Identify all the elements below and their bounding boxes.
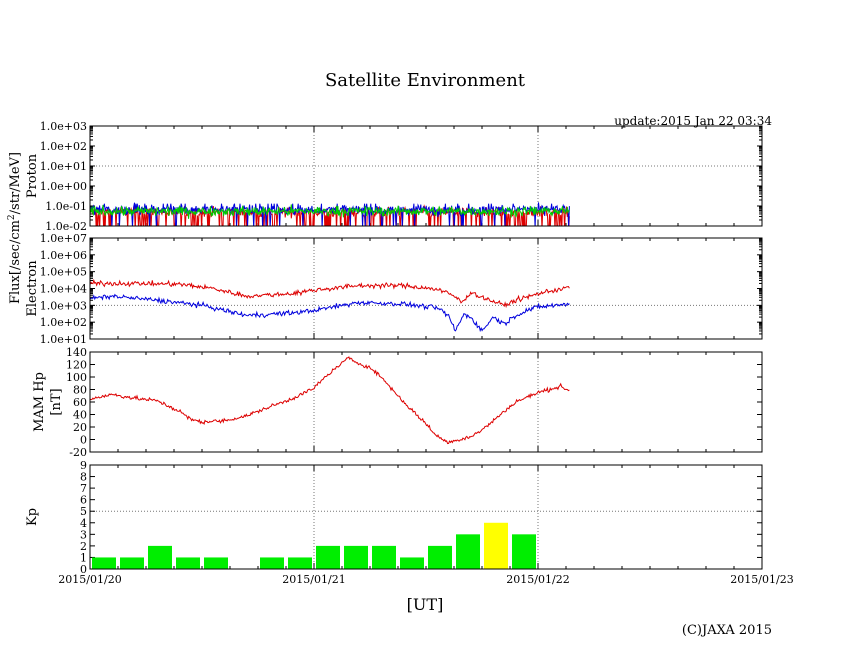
y-tick-label: 1.0e+07 <box>40 232 87 245</box>
proton-axis-label: Proton <box>25 153 40 198</box>
hp-series-red <box>90 356 570 445</box>
chart-title: Satellite Environment <box>325 70 526 91</box>
flux-axis-label: Flux[/sec/cm2/str/MeV] <box>7 152 23 304</box>
x-tick-label: 2015/01/23 <box>730 573 793 586</box>
x-axis-label: [UT] <box>407 595 444 614</box>
kp-bar <box>120 557 144 569</box>
y-tick-label: 140 <box>66 346 87 359</box>
electron-data <box>90 278 570 333</box>
x-tick-label: 2015/01/22 <box>506 573 569 586</box>
y-tick-label: 60 <box>73 396 87 409</box>
y-tick-label: 5 <box>80 505 87 518</box>
copyright: (C)JAXA 2015 <box>682 623 772 638</box>
y-tick-label: 1.0e+01 <box>40 333 87 346</box>
kp-bar <box>316 545 340 569</box>
panels: 1.0e-021.0e-011.0e+001.0e+011.0e+021.0e+… <box>25 120 794 586</box>
y-tick-label: 4 <box>80 517 87 530</box>
electron-series-red <box>90 278 570 309</box>
flux-label-superscript: 2 <box>7 214 17 220</box>
y-tick-label: 8 <box>80 471 87 484</box>
panel-proton: 1.0e-02 1.0e-01 1.0e+00 1.0e+01 1.0e+02 1.0e+… <box>25 120 763 233</box>
y-tick-label: 1 <box>80 551 87 564</box>
kp-bar <box>484 522 508 569</box>
proton-data <box>90 202 570 226</box>
y-tick-label: 1.0e+06 <box>40 249 87 262</box>
y-tick-label: 1.0e+03 <box>40 120 87 133</box>
kp-data <box>92 522 536 569</box>
kp-bar <box>400 557 424 569</box>
hp-axis-label: MAM Hp <box>32 372 47 432</box>
electron-series-blue <box>90 293 570 333</box>
kp-bar <box>148 545 172 569</box>
electron-axis-label: Electron <box>25 260 40 317</box>
x-tick-label: 2015/01/20 <box>58 573 121 586</box>
y-tick-label: 1.0e+01 <box>40 160 87 173</box>
kp-bar <box>456 534 480 569</box>
y-tick-label: 1.0e+02 <box>40 140 87 153</box>
y-tick-label: 1.0e+02 <box>40 316 87 329</box>
panel-frame <box>89 237 763 340</box>
proton-series-green <box>90 204 570 219</box>
y-tick-label: 1.0e+00 <box>40 180 87 193</box>
hp-data <box>90 356 570 445</box>
y-tick-label: 1.0e+03 <box>40 299 87 312</box>
panel-electron: 1.0e+01 1.0e+02 1.0e+03 1.0e+04 1.0e+05 1.0e+… <box>25 232 763 346</box>
kp-bar <box>344 545 368 569</box>
kp-bar <box>260 557 284 569</box>
flux-label-prefix: Flux[/sec/cm <box>8 220 23 304</box>
y-tick-label: 40 <box>73 409 87 422</box>
y-tick-label: 1.0e+04 <box>40 283 87 296</box>
y-tick-label: 7 <box>80 482 87 495</box>
y-tick-label: 80 <box>73 384 87 397</box>
kp-bar <box>204 557 228 569</box>
kp-bar <box>288 557 312 569</box>
kp-bar <box>512 534 536 569</box>
kp-axis-label: Kp <box>25 508 40 526</box>
y-tick-label: 1.0e-02 <box>45 220 87 233</box>
hp-unit-label: [nT] <box>49 388 64 415</box>
kp-bar <box>372 545 396 569</box>
y-tick-label: 1.0e-01 <box>45 200 87 213</box>
kp-bar <box>92 557 116 569</box>
y-tick-label: 2 <box>80 540 87 553</box>
panel-frame <box>89 464 763 570</box>
update-timestamp: update:2015 Jan 22 03:34 <box>614 114 772 128</box>
y-tick-label: 20 <box>73 421 87 434</box>
y-tick-label: -20 <box>69 446 87 459</box>
y-tick-label: 100 <box>66 371 87 384</box>
y-tick-label: 1.0e+05 <box>40 266 87 279</box>
y-tick-label: 6 <box>80 494 87 507</box>
y-tick-label: 9 <box>80 459 87 472</box>
x-tick-label: 2015/01/21 <box>282 573 345 586</box>
y-tick-label: 3 <box>80 528 87 541</box>
y-tick-label: 120 <box>66 359 87 372</box>
y-tick-label: 0 <box>80 434 87 447</box>
kp-bar <box>176 557 200 569</box>
kp-bar <box>428 545 452 569</box>
panel-frame <box>89 125 763 227</box>
flux-label-suffix: /str/MeV] <box>8 152 23 214</box>
y-tick-label: 0 <box>80 563 87 576</box>
panel-frame <box>89 351 763 453</box>
